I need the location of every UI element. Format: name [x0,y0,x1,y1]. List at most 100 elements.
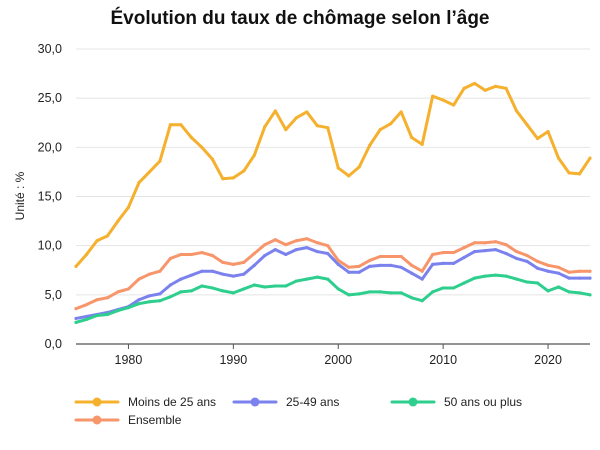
data-point-25-49-ans [546,269,550,273]
data-point-moins-de-25-ans [441,98,445,102]
data-point-ensemble [210,253,214,258]
data-point-moins-de-25-ans [525,123,529,127]
data-point-moins-de-25-ans [431,94,435,98]
data-point-50-ans-ou-plus [452,286,456,290]
data-point-moins-de-25-ans [179,123,183,127]
data-point-25-49-ans [368,264,372,268]
y-tick-label: 30,0 [38,42,62,56]
data-point-50-ans-ou-plus [326,277,330,281]
data-point-50-ans-ou-plus [315,275,319,279]
data-point-moins-de-25-ans [137,181,141,185]
data-point-ensemble [493,240,498,244]
data-point-50-ans-ou-plus [273,284,277,288]
data-point-ensemble [399,254,403,259]
data-point-50-ans-ou-plus [493,273,498,277]
x-tick-label: 2000 [324,353,352,367]
data-point-ensemble [74,307,78,311]
data-point-moins-de-25-ans [84,252,89,257]
data-point-ensemble [116,290,120,294]
data-point-25-49-ans [273,248,277,252]
data-point-25-49-ans [179,277,183,281]
data-point-ensemble [105,296,110,300]
data-point-25-49-ans [189,273,193,277]
data-point-moins-de-25-ans [347,174,351,178]
data-point-25-49-ans [493,248,498,252]
data-point-25-49-ans [588,276,592,280]
data-point-50-ans-ou-plus [473,276,477,280]
data-point-moins-de-25-ans [399,110,403,114]
data-point-ensemble [546,263,550,267]
data-point-moins-de-25-ans [168,123,173,127]
data-point-ensemble [525,253,529,258]
y-tick-label: 0,0 [45,337,62,351]
data-point-25-49-ans [431,262,435,266]
legend-marker-25-49-ans [250,397,260,407]
data-point-50-ans-ou-plus [399,291,403,295]
data-point-ensemble [84,303,89,307]
data-point-25-49-ans [221,272,225,276]
data-point-ensemble [441,250,445,255]
legend-label-25-49-ans: 25-49 ans [286,395,339,409]
data-point-25-49-ans [315,249,319,254]
data-point-ensemble [378,254,382,259]
data-point-50-ans-ou-plus [200,284,204,288]
data-point-moins-de-25-ans [556,156,561,160]
chart-title: Évolution du taux de chômage selon l’âge [110,8,490,29]
data-point-50-ans-ou-plus [357,292,361,296]
data-point-25-49-ans [137,298,141,302]
data-point-moins-de-25-ans [336,166,340,170]
data-point-50-ans-ou-plus [242,287,246,291]
data-point-25-49-ans [483,248,487,253]
data-point-moins-de-25-ans [263,125,267,129]
data-point-50-ans-ou-plus [147,300,152,304]
legend-marker-ensemble [92,415,102,425]
data-point-50-ans-ou-plus [137,302,141,306]
data-point-50-ans-ou-plus [546,289,550,293]
data-point-25-49-ans [210,269,214,273]
data-point-25-49-ans [74,316,78,321]
data-point-50-ans-ou-plus [168,295,173,299]
data-point-ensemble [473,241,477,245]
data-point-ensemble [95,298,99,302]
data-point-ensemble [431,252,435,257]
data-point-50-ans-ou-plus [294,279,298,283]
data-point-50-ans-ou-plus [126,306,131,310]
data-point-moins-de-25-ans [493,84,498,88]
data-point-ensemble [284,243,288,247]
data-point-50-ans-ou-plus [441,286,445,290]
data-point-moins-de-25-ans [368,143,372,147]
data-point-25-49-ans [378,263,382,267]
data-point-50-ans-ou-plus [189,289,193,293]
data-point-50-ans-ou-plus [305,277,309,281]
data-point-ensemble [189,252,193,257]
data-point-25-49-ans [514,256,519,261]
data-point-25-49-ans [473,249,477,254]
data-point-ensemble [200,250,204,255]
data-point-moins-de-25-ans [577,172,582,176]
data-point-ensemble [389,254,393,259]
data-point-50-ans-ou-plus [514,277,519,281]
data-point-moins-de-25-ans [357,165,361,169]
data-point-25-49-ans [200,269,204,273]
data-point-50-ans-ou-plus [74,320,78,324]
data-point-moins-de-25-ans [326,126,330,130]
data-point-moins-de-25-ans [378,128,382,132]
data-point-50-ans-ou-plus [105,312,110,317]
data-point-25-49-ans [567,276,571,280]
data-point-25-49-ans [284,252,288,257]
series-line-moins-de-25-ans [74,81,592,268]
legend-label-ensemble: Ensemble [128,413,182,427]
data-point-50-ans-ou-plus [95,313,99,318]
data-point-ensemble [263,243,267,247]
data-point-25-49-ans [242,272,246,276]
y-tick-label: 10,0 [38,239,62,253]
data-point-50-ans-ou-plus [410,296,414,300]
data-point-50-ans-ou-plus [378,290,382,294]
data-point-ensemble [252,251,256,256]
data-point-ensemble [242,260,246,264]
data-point-50-ans-ou-plus [231,291,235,295]
data-point-25-49-ans [399,265,403,269]
x-tick-label: 2020 [534,353,562,367]
data-point-moins-de-25-ans [158,159,162,163]
